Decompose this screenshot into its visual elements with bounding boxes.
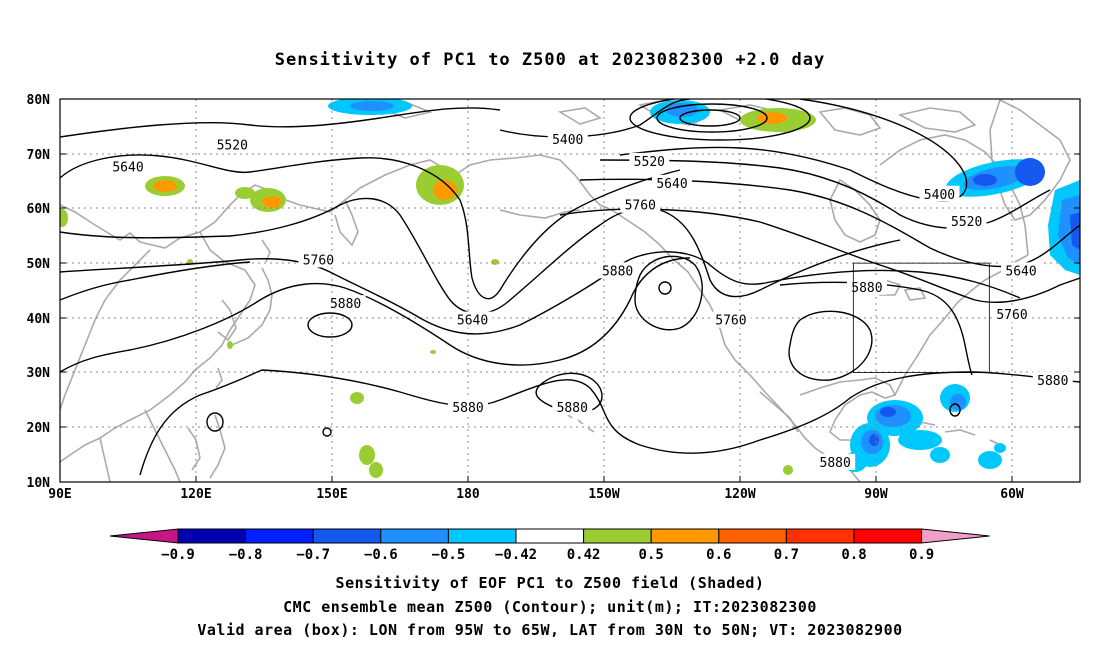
lat-label: 10N xyxy=(27,476,51,491)
colorbar-segment xyxy=(245,528,314,544)
contour-labels: 5520564057605760588054005520564057605640… xyxy=(8,131,1073,471)
colorbar-segment xyxy=(583,528,652,544)
lat-label: 40N xyxy=(27,312,51,327)
lat-label: 30N xyxy=(27,366,51,381)
contour-label: 5520 xyxy=(951,215,982,230)
contour-label-bg xyxy=(325,295,366,312)
colorbar-label: 0.5 xyxy=(639,547,664,563)
colorbar-label: 0.42 xyxy=(567,547,601,563)
contour-label: 5880 xyxy=(851,281,882,296)
lat-label: 20N xyxy=(27,421,51,436)
lat-label: 50N xyxy=(27,257,51,272)
contour-label-bg xyxy=(919,185,960,202)
contour-label-bg xyxy=(547,131,588,148)
contour-label: 5640 xyxy=(656,177,687,192)
contour-label-bg xyxy=(620,196,661,213)
contour-label: 5640 xyxy=(112,160,143,175)
colorbar-label: 0.8 xyxy=(841,547,866,563)
contour-label-bg xyxy=(815,453,856,470)
colorbar xyxy=(109,528,990,544)
contour-label: 5880 xyxy=(1037,374,1068,389)
colorbar-segment xyxy=(380,528,449,544)
contour-label: 5640 xyxy=(457,314,488,329)
footer-shaded-description: Sensitivity of EOF PC1 to Z500 field (Sh… xyxy=(335,574,765,592)
contour-label-bg xyxy=(597,262,638,279)
contour-label: 5880 xyxy=(452,401,483,416)
contour-label: 5880 xyxy=(557,401,588,416)
footer-contour-description: CMC ensemble mean Z500 (Contour); unit(m… xyxy=(283,598,817,616)
colorbar-labels: −0.9 −0.8 −0.7 −0.6 −0.5 −0.42 0.42 0.5 0.6 0.7 0.… xyxy=(161,547,934,563)
colorbar-label: −0.9 xyxy=(161,547,195,563)
contour-label: 5760 xyxy=(13,297,44,312)
colorbar-label: 0.7 xyxy=(774,547,799,563)
contour-label: 5400 xyxy=(924,188,955,203)
contour-label-bg xyxy=(8,295,48,311)
lat-label: 70N xyxy=(27,148,51,163)
lon-label: 120E xyxy=(180,487,211,502)
colorbar-label: −0.5 xyxy=(432,547,466,563)
lon-label: 60W xyxy=(1000,487,1024,502)
contour-label-bg xyxy=(710,311,751,328)
z500-contours xyxy=(60,99,1080,476)
lon-label: 90E xyxy=(48,487,71,502)
colorbar-label: 0.9 xyxy=(909,547,934,563)
contour-label: 5760 xyxy=(625,199,656,214)
contour-label: 5760 xyxy=(715,314,746,329)
plot-area xyxy=(60,99,1080,482)
contour-label-bg xyxy=(946,213,987,230)
colorbar-segment xyxy=(650,528,720,544)
colorbar-segment xyxy=(785,528,855,544)
lon-label: 150E xyxy=(316,487,347,502)
sensitivity-shading xyxy=(60,99,1080,478)
colorbar-left-tip xyxy=(109,528,179,544)
lon-label: 90W xyxy=(864,487,888,502)
contour-label: 5760 xyxy=(996,308,1027,323)
colorbar-right-tip xyxy=(921,528,990,544)
colorbar-label: −0.8 xyxy=(229,547,263,563)
colorbar-segment xyxy=(312,528,382,544)
chart-title: Sensitivity of PC1 to Z500 at 2023082300… xyxy=(274,50,826,70)
contour-label-bg xyxy=(448,399,488,416)
contour-label: 5640 xyxy=(1005,264,1036,279)
colorbar-segment xyxy=(853,528,923,544)
contour-label-bg xyxy=(1032,371,1073,388)
colorbar-label: −0.6 xyxy=(364,547,398,563)
lat-label: 80N xyxy=(27,93,51,108)
colorbar-segment xyxy=(515,528,585,544)
contour-label: 5400 xyxy=(552,133,583,148)
colorbar-label: −0.42 xyxy=(495,547,537,563)
plot-frame xyxy=(59,98,1081,483)
grid-lines xyxy=(60,99,1080,482)
contour-label-bg xyxy=(298,251,339,268)
colorbar-label: 0.6 xyxy=(706,547,731,563)
footer-valid-area: Valid area (box): LON from 95W to 65W, L… xyxy=(197,621,903,639)
contour-label-bg xyxy=(452,311,493,328)
colorbar-segment xyxy=(718,528,787,544)
contour-label: 5880 xyxy=(602,264,633,279)
contour-label-bg xyxy=(846,278,887,295)
valid-area-box xyxy=(852,262,990,373)
axis-ticks xyxy=(60,153,1080,482)
colorbar-segment xyxy=(447,528,517,544)
colorbar-label: −0.7 xyxy=(296,547,330,563)
lon-label: 150W xyxy=(588,487,619,502)
lon-label: 180 xyxy=(456,487,480,502)
contour-label-bg xyxy=(652,174,692,191)
contour-label: 5520 xyxy=(634,155,665,170)
contour-label: 5880 xyxy=(820,456,851,471)
contour-label-bg xyxy=(552,399,593,416)
contour-label-bg xyxy=(1001,262,1042,279)
colorbar-segment xyxy=(177,528,247,544)
contour-label-bg xyxy=(629,152,670,169)
contour-label: 5880 xyxy=(330,297,361,312)
contour-label-bg xyxy=(212,136,253,153)
lon-label: 120W xyxy=(724,487,755,502)
contour-label: 5760 xyxy=(303,253,334,268)
contour-label: 5520 xyxy=(217,139,248,154)
contour-label-bg xyxy=(108,158,148,175)
lat-label: 60N xyxy=(27,202,51,217)
contour-label-bg xyxy=(992,306,1032,323)
